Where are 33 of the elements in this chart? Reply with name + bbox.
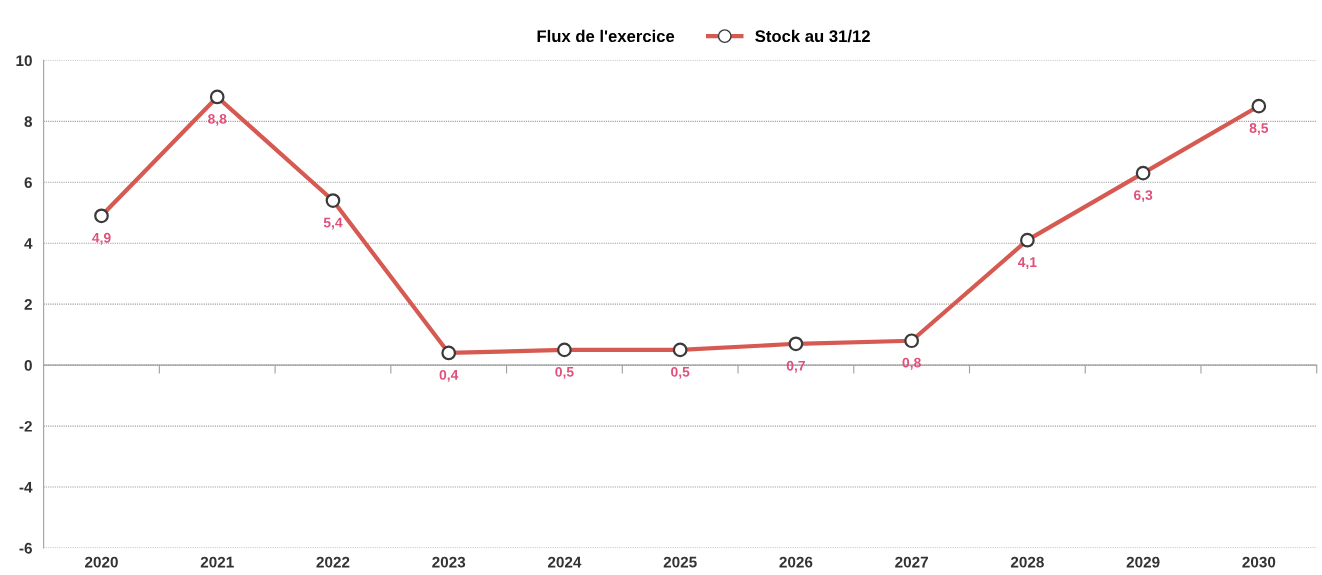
y-tick-label: 8	[24, 116, 33, 128]
y-tick-label: 4	[24, 238, 33, 249]
data-label: 4,1	[1017, 257, 1037, 270]
x-tick-label: 2027	[895, 556, 928, 568]
legend-label: Stock au 31/12	[755, 29, 870, 43]
data-label: 8,5	[1249, 123, 1269, 135]
text: Flux de l'exercice	[537, 29, 675, 43]
data-label: 0,5	[555, 366, 574, 379]
y-tick-label: 6	[24, 177, 32, 188]
data-label: 0,7	[786, 360, 805, 373]
x-tick-label: 2022	[316, 556, 350, 568]
data-label: 5,4	[323, 217, 343, 230]
y-tick-label: -2	[19, 420, 32, 432]
x-tick-label: 2029	[1126, 556, 1160, 568]
x-tick-label: 2024	[547, 556, 582, 568]
x-tick-label: 2025	[663, 556, 697, 568]
data-label: 0,4	[439, 369, 459, 382]
data-label: 0,5	[671, 366, 690, 379]
x-tick-label: 2023	[432, 556, 466, 568]
x-tick-label: 2020	[85, 556, 118, 568]
data-label: 0,8	[902, 357, 921, 370]
x-tick-label: 2028	[1010, 556, 1044, 568]
y-tick-label: -4	[19, 482, 33, 493]
data-label: 8,8	[208, 113, 227, 126]
data-label: 6,3	[1133, 190, 1153, 203]
y-tick-label: -6	[19, 542, 32, 554]
x-tick-label: 2021	[200, 556, 234, 568]
y-tick-label: 0	[24, 359, 32, 371]
x-tick-label: 2026	[779, 556, 813, 568]
data-label: 4,9	[92, 232, 111, 245]
x-tick-label: 2030	[1242, 556, 1276, 568]
y-tick-label: 2	[24, 299, 32, 310]
y-tick-label: 10	[16, 55, 32, 67]
